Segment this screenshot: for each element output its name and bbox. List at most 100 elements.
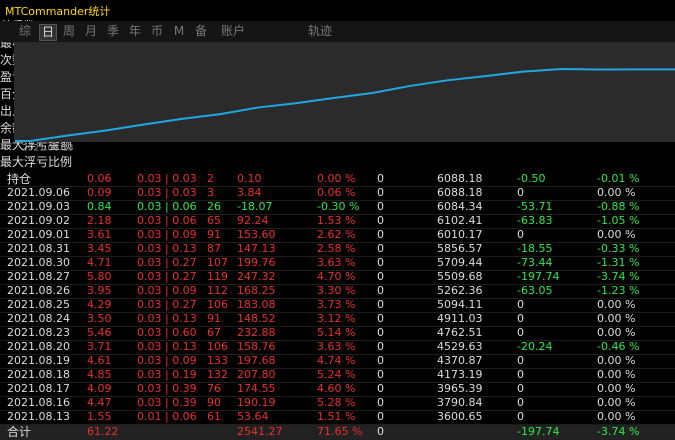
cell-value: 5.46 bbox=[87, 326, 112, 339]
cell-value: 5.80 bbox=[87, 270, 112, 283]
footer-bg bbox=[0, 425, 675, 440]
cell-value: 3965.39 bbox=[437, 382, 483, 395]
cell-value: 0 bbox=[377, 396, 384, 409]
cell-value: 2.58 % bbox=[317, 242, 356, 255]
footer-value: 61.22 bbox=[87, 425, 119, 438]
row-separator bbox=[0, 298, 675, 299]
row-separator bbox=[0, 256, 675, 257]
cell-value: 3.30 % bbox=[317, 284, 356, 297]
cell-value: 3 bbox=[207, 186, 214, 199]
cell-value: -18.55 bbox=[517, 242, 553, 255]
cell-value: 3.12 % bbox=[317, 312, 356, 325]
cell-value: 3.71 bbox=[87, 340, 112, 353]
cell-value: 5509.68 bbox=[437, 270, 483, 283]
tab[interactable]: 月 bbox=[84, 24, 97, 38]
cell-value: 0.03 | 0.39 bbox=[137, 382, 197, 395]
cell-value: 0.03 | 0.13 bbox=[137, 242, 197, 255]
cell-value: 0 bbox=[517, 396, 524, 409]
cell-value: 65 bbox=[207, 214, 221, 227]
cell-value: 5.28 % bbox=[317, 396, 356, 409]
cell-value: 132 bbox=[207, 368, 228, 381]
tab-bar: 综日周月季年币 M 备账户 轨迹 bbox=[0, 21, 675, 42]
row-date: 2021.08.18 bbox=[7, 368, 70, 381]
row-separator bbox=[0, 368, 675, 369]
cell-value: 1.53 % bbox=[317, 214, 356, 227]
row-date: 2021.08.24 bbox=[7, 312, 70, 325]
cell-value: 6102.41 bbox=[437, 214, 483, 227]
cell-value: 0.03 | 0.39 bbox=[137, 396, 197, 409]
row-date: 2021.08.31 bbox=[7, 242, 70, 255]
cell-value: 148.52 bbox=[237, 312, 276, 325]
tab[interactable]: 币 bbox=[150, 24, 163, 38]
row-separator bbox=[0, 270, 675, 271]
tab[interactable]: M bbox=[173, 24, 185, 38]
tab[interactable]: 年 bbox=[128, 24, 141, 38]
cell-value: 4.47 bbox=[87, 396, 112, 409]
row-date: 2021.08.16 bbox=[7, 396, 70, 409]
row-separator bbox=[0, 228, 675, 229]
row-separator bbox=[0, 284, 675, 285]
cell-value: -3.74 % bbox=[597, 270, 640, 283]
cell-value: 3.84 bbox=[237, 186, 262, 199]
cell-value: 0.03 | 0.09 bbox=[137, 228, 197, 241]
cell-value: 5856.57 bbox=[437, 242, 483, 255]
cell-value: 61 bbox=[207, 410, 221, 423]
tab[interactable]: 轨迹 bbox=[307, 24, 332, 38]
cell-value: -0.46 % bbox=[597, 340, 640, 353]
cell-value: 4762.51 bbox=[437, 326, 483, 339]
cell-value: 0.03 | 0.03 bbox=[137, 186, 197, 199]
tab[interactable]: 账户 bbox=[220, 24, 245, 38]
cell-value: 4.61 bbox=[87, 354, 112, 367]
cell-value: 0 bbox=[517, 382, 524, 395]
cell-value: 0 bbox=[377, 312, 384, 325]
footer-value: 71.65 % bbox=[317, 425, 363, 438]
cell-value: 0 bbox=[377, 214, 384, 227]
cell-value: 0.10 bbox=[237, 172, 262, 185]
row-date: 2021.08.27 bbox=[7, 270, 70, 283]
cell-value: 0.00 % bbox=[597, 228, 636, 241]
cell-value: 183.08 bbox=[237, 298, 276, 311]
cell-value: 190.19 bbox=[237, 396, 276, 409]
cell-value: 0.09 bbox=[87, 186, 112, 199]
cell-value: 3790.84 bbox=[437, 396, 483, 409]
cell-value: 199.76 bbox=[237, 256, 276, 269]
row-separator bbox=[0, 340, 675, 341]
title-bar: MTCommander统计 bbox=[0, 0, 675, 20]
row-date: 持仓 bbox=[7, 172, 32, 186]
cell-value: 0 bbox=[377, 186, 384, 199]
cell-value: 92.24 bbox=[237, 214, 269, 227]
cell-value: 2.62 % bbox=[317, 228, 356, 241]
cell-value: 0.00 % bbox=[597, 382, 636, 395]
cell-value: 3.63 % bbox=[317, 256, 356, 269]
tab[interactable]: 季 bbox=[106, 24, 119, 38]
cell-value: 0.06 bbox=[87, 172, 112, 185]
tab[interactable]: 综 bbox=[18, 24, 31, 38]
cell-value: 0.01 | 0.06 bbox=[137, 410, 197, 423]
cell-value: 67 bbox=[207, 326, 221, 339]
cell-value: 5262.36 bbox=[437, 284, 483, 297]
tab[interactable]: 备 bbox=[194, 24, 207, 38]
cell-value: 0 bbox=[377, 410, 384, 423]
cell-value: 0 bbox=[517, 298, 524, 311]
cell-value: 0 bbox=[377, 368, 384, 381]
cell-value: 53.64 bbox=[237, 410, 269, 423]
cell-value: 4.60 % bbox=[317, 382, 356, 395]
tab[interactable]: 日 bbox=[39, 24, 57, 41]
row-separator bbox=[0, 242, 675, 243]
row-date: 2021.09.03 bbox=[7, 200, 70, 213]
cell-value: 0.03 | 0.27 bbox=[137, 256, 197, 269]
footer-label: 合计 bbox=[7, 425, 32, 439]
row-separator bbox=[0, 424, 675, 425]
cell-value: 3.50 bbox=[87, 312, 112, 325]
balance-chart: 2021.08.13 bbox=[14, 42, 675, 154]
cell-value: 4.70 % bbox=[317, 270, 356, 283]
cell-value: 147.13 bbox=[237, 242, 276, 255]
cell-value: 0.03 | 0.09 bbox=[137, 354, 197, 367]
cell-value: 0.03 | 0.13 bbox=[137, 340, 197, 353]
cell-value: 0.00 % bbox=[597, 410, 636, 423]
tab[interactable]: 周 bbox=[62, 24, 75, 38]
cell-value: 0 bbox=[377, 228, 384, 241]
cell-value: 76 bbox=[207, 382, 221, 395]
row-separator bbox=[0, 382, 675, 383]
